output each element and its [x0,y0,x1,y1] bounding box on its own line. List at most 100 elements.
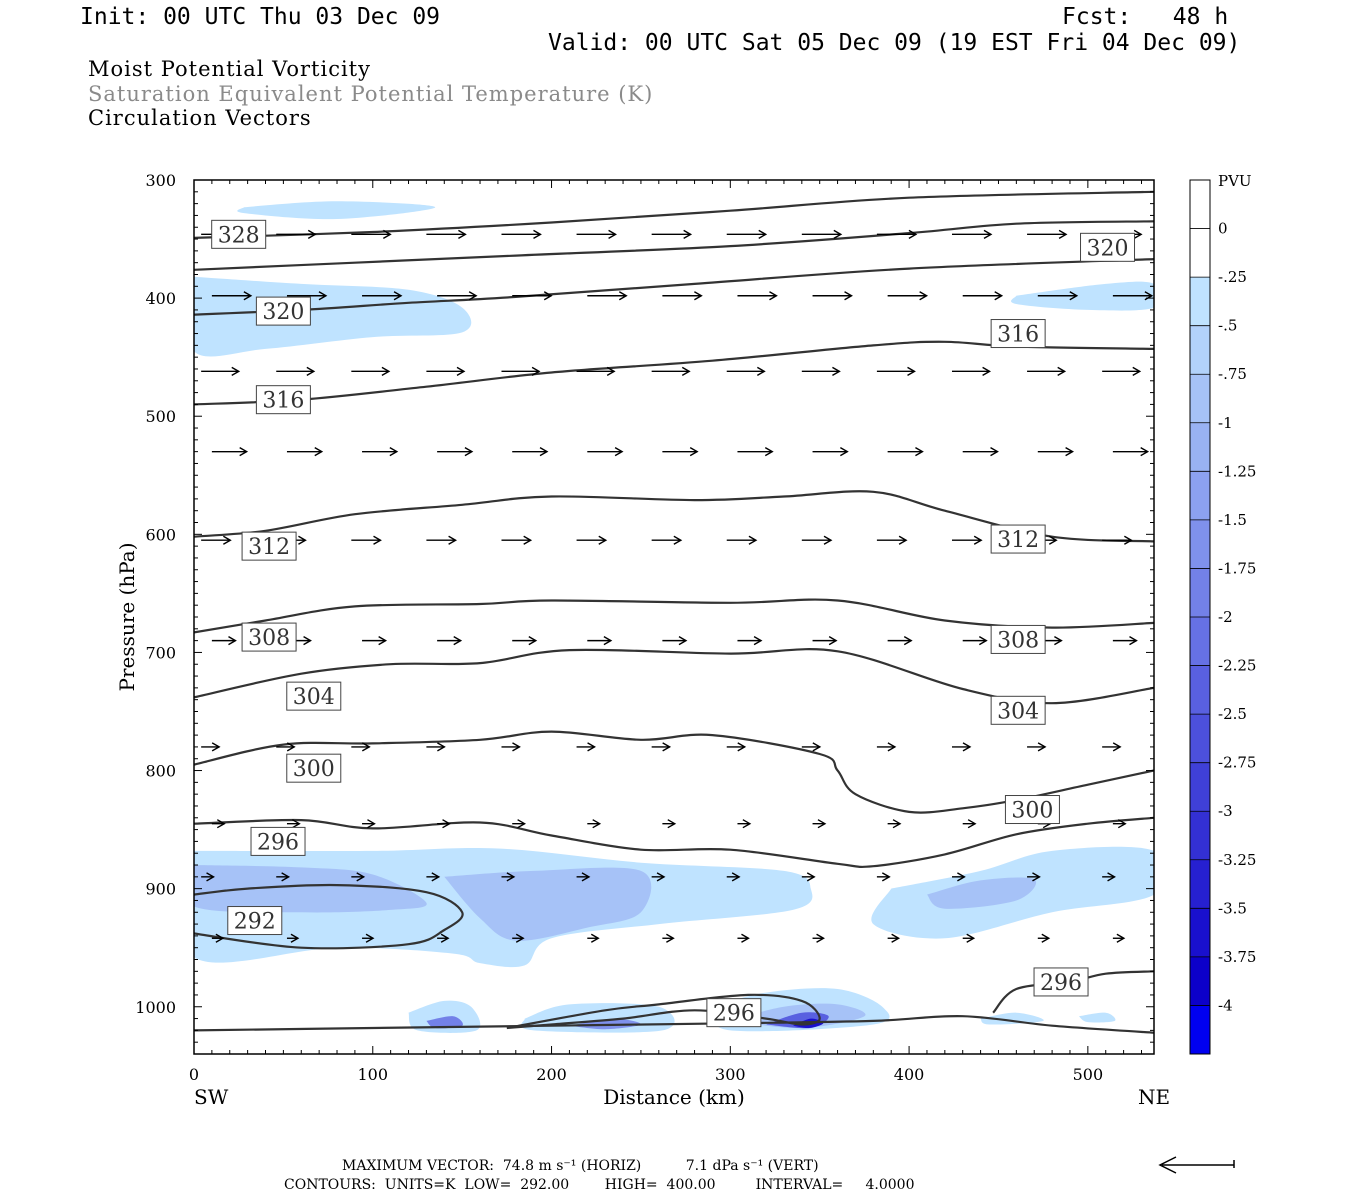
field-title-vectors: Circulation Vectors [88,106,312,130]
circulation-vector [651,535,683,545]
field-title-mpv: Moist Potential Vorticity [88,57,371,81]
circulation-vector [286,933,300,943]
svg-text:320: 320 [1087,236,1129,261]
x-tick-label: 400 [894,1065,925,1084]
legend-label: 0 [1218,220,1228,238]
circulation-vector [951,229,993,239]
circulation-vector [276,872,291,882]
pv-region [1078,1012,1116,1023]
circulation-vector [801,229,843,239]
init-time: Init: 00 UTC Thu 03 Dec 09 [80,4,441,30]
circulation-vector [587,933,600,943]
contour-label: 320 [1080,232,1136,262]
circulation-vector [437,933,450,943]
circulation-vector [662,819,677,829]
theta-contour-layer [194,190,1154,1034]
circulation-vector [211,636,237,646]
pv-region [927,877,1037,909]
circulation-vector [501,229,542,239]
forecast-hour: Fcst: 48 h [1062,4,1229,30]
circulation-vector [276,229,317,239]
legend-label: -2.5 [1218,705,1247,723]
legend-label: -4 [1218,996,1233,1014]
svg-text:296: 296 [1040,971,1082,996]
circulation-vector [662,933,675,943]
circulation-vector [887,447,924,457]
circulation-vector [726,535,758,545]
circulation-vector [962,933,976,943]
circulation-vector [1027,229,1068,239]
legend-label: -3.5 [1218,899,1247,917]
x-end-label-sw: SW [194,1085,229,1109]
legend-label: -3 [1218,802,1233,820]
pv-region [237,201,436,220]
circulation-vector [962,447,999,457]
circulation-vector [501,872,516,882]
circulation-vector [1102,742,1122,752]
circulation-vector [211,819,226,829]
legend-swatch [1190,811,1210,860]
pv-region [980,1012,1044,1025]
contour-label: 304 [990,695,1046,725]
svg-text:308: 308 [997,628,1039,653]
circulation-vector [801,535,833,545]
y-tick-label: 900 [145,880,176,899]
circulation-vector [587,636,613,646]
contour-label: 296 [706,998,762,1028]
theta-contour [194,190,1154,239]
theta-contour [194,730,1154,814]
y-tick-label: 700 [145,643,176,662]
circulation-vector [801,872,816,882]
circulation-vector [362,933,375,943]
legend-label: -.75 [1218,365,1247,383]
legend-swatch [1190,617,1210,666]
contour-label: 320 [255,296,311,326]
circulation-vector [651,366,691,376]
circulation-vector [501,366,541,376]
circulation-vector [286,447,324,457]
circulation-vector [651,229,693,239]
legend-swatch [1190,325,1210,375]
circulation-vector [576,535,608,545]
legend-unit: PVU [1218,172,1252,190]
circulation-vector [812,933,825,943]
circulation-vector [662,636,688,646]
circulation-vector [1112,933,1126,943]
contour-label: 296 [250,826,306,856]
circulation-vector [951,742,972,752]
pv-region [194,865,427,913]
valid-time: Valid: 00 UTC Sat 05 Dec 09 (19 EST Fri … [548,30,1241,56]
legend-label: -.5 [1218,317,1237,335]
legend-swatch [1190,277,1210,326]
x-axis-label: Distance (km) [603,1085,745,1109]
legend-swatch [1190,568,1210,617]
legend-label: -1.75 [1218,559,1256,577]
svg-text:292: 292 [234,910,276,935]
circulation-vector [662,447,699,457]
circulation-vector [737,291,778,301]
circulation-vector [576,229,617,239]
circulation-vector [501,742,521,752]
circulation-vector [362,447,399,457]
legend-label: -3.75 [1218,948,1256,966]
circulation-vector [726,366,766,376]
circulation-vector [426,366,466,376]
circulation-vector [1027,742,1047,752]
x-tick-label: 300 [715,1065,746,1084]
circulation-vector [887,933,901,943]
circulation-vector [576,366,616,376]
theta-contour [194,883,464,950]
legend-label: -.25 [1218,268,1247,286]
legend-swatch [1190,762,1210,812]
legend-label: -2.75 [1218,754,1256,772]
legend-swatch [1190,665,1210,715]
circulation-vector [887,819,902,829]
circulation-vector [1102,535,1133,545]
contour-label: 316 [990,319,1046,349]
circulation-vector [1037,447,1075,457]
y-tick-label: 300 [145,171,176,190]
field-title-theta-es: Saturation Equivalent Potential Temperat… [88,82,654,106]
circulation-vector [951,872,966,882]
y-axis-label: Pressure (hPa) [115,543,139,692]
